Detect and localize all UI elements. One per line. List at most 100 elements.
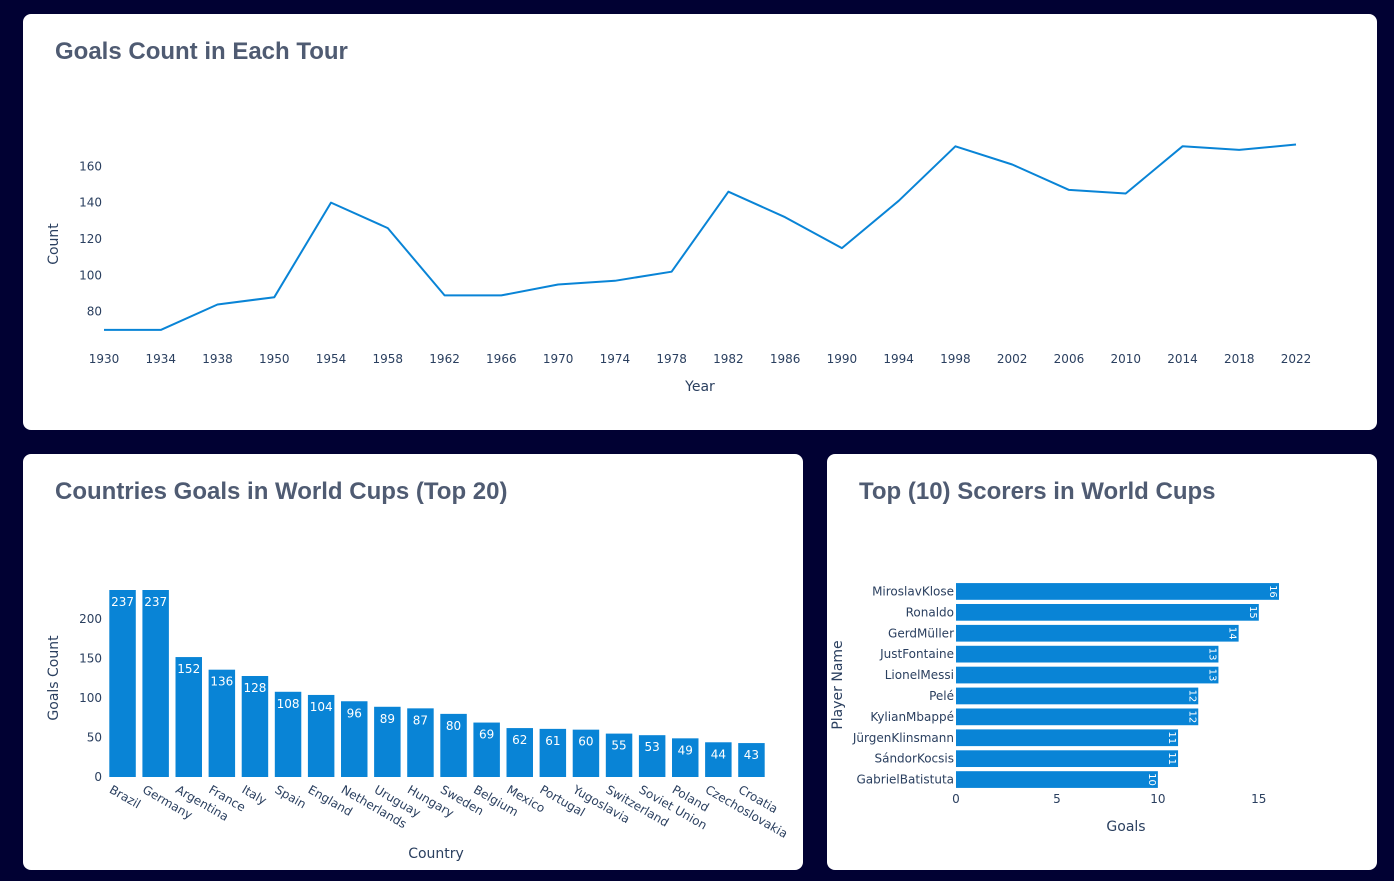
x-tick-label: 1998 [940, 352, 971, 366]
scorer-bar [956, 666, 1219, 684]
y-tick-label: 80 [87, 305, 102, 319]
x-tick-label: 1938 [202, 352, 233, 366]
scorer-bar [956, 750, 1179, 768]
country-bar [440, 713, 467, 777]
scorer-bar [956, 708, 1199, 726]
bar-value-label: 104 [310, 700, 333, 714]
country-bar [407, 708, 434, 777]
x-tick-label: 1970 [543, 352, 574, 366]
bar-value-label: 152 [177, 662, 200, 676]
y-tick-label: 100 [79, 691, 102, 705]
bar-value-label: 13 [1206, 648, 1217, 661]
scorer-bar [956, 687, 1199, 705]
bar-value-label: 237 [144, 595, 167, 609]
scorer-bar [956, 729, 1179, 747]
x-tick-label: Brazil [107, 782, 143, 811]
top-scorers-card: Top (10) Scorers in World Cups 0 5 10 15 Mir… [827, 454, 1377, 870]
country-bar [175, 657, 202, 777]
bar-value-label: 96 [347, 706, 362, 720]
x-tick-label: 15 [1251, 792, 1266, 806]
country-bar [539, 728, 567, 777]
country-bar [672, 738, 699, 777]
x-tick-label: 0 [952, 792, 960, 806]
y-tick-label: 100 [79, 268, 102, 282]
country-bar [473, 722, 500, 777]
bar-value-label: 53 [645, 740, 660, 754]
country-bar [605, 733, 633, 777]
x-tick-label: 2014 [1167, 352, 1198, 366]
x-tick-label: 1950 [259, 352, 290, 366]
x-axis-title: Year [684, 379, 715, 395]
country-bar [341, 701, 368, 777]
country-bar [374, 706, 401, 777]
bar-value-label: 136 [210, 675, 233, 689]
country-bar [307, 694, 335, 777]
goals-per-tour-card: Goals Count in Each Tour 80 100 120 140 160 1… [23, 14, 1377, 430]
x-tick-label: 1966 [486, 352, 517, 366]
x-tick-label: 1958 [373, 352, 404, 366]
y-tick-label: 160 [79, 159, 102, 173]
x-tick-label: 1982 [713, 352, 744, 366]
y-tick-label: 50 [87, 731, 102, 745]
countries-goals-card: Countries Goals in World Cups (Top 20) 0… [23, 454, 803, 870]
y-tick-label: Pelé [929, 689, 954, 703]
bar-value-label: 237 [111, 595, 134, 609]
country-bar [241, 676, 269, 777]
x-tick-label: 1986 [770, 352, 801, 366]
x-tick-label: 2006 [1054, 352, 1085, 366]
y-axis-title: Player Name [830, 640, 846, 729]
countries-goals-title: Countries Goals in World Cups (Top 20) [55, 478, 508, 505]
y-axis-title: Goals Count [46, 635, 62, 721]
bar-value-label: 12 [1186, 710, 1197, 723]
bar-value-label: 108 [277, 697, 300, 711]
scorer-bar [956, 624, 1239, 642]
country-bar [738, 743, 765, 777]
country-bar [208, 669, 236, 777]
x-tick-label: 1962 [429, 352, 460, 366]
x-tick-label: 5 [1053, 792, 1061, 806]
bar-value-label: 80 [446, 719, 461, 733]
countries-goals-chart: 050100150200237Brazil237Germany152Argent… [46, 590, 790, 862]
x-tick-label: 2002 [997, 352, 1028, 366]
y-tick-label: LionelMessi [885, 668, 954, 682]
bar-value-label: 87 [413, 713, 428, 727]
x-tick-label: 10 [1150, 792, 1165, 806]
country-bar [274, 691, 302, 777]
y-tick-label: 120 [79, 232, 102, 246]
y-axis-title: Count [46, 223, 62, 265]
top-scorers-chart: 0 5 10 15 MiroslavKlose 16 Ronaldo 15 GerdMüller… [830, 583, 1279, 835]
y-tick-label: GabrielBatistuta [857, 773, 955, 787]
bar-value-label: 11 [1166, 731, 1177, 744]
x-tick-label: 1954 [316, 352, 347, 366]
top-scorers-title: Top (10) Scorers in World Cups [859, 478, 1216, 505]
country-bar [705, 742, 732, 777]
goals-per-tour-title: Goals Count in Each Tour [55, 38, 348, 65]
x-axis-title: Goals [1106, 819, 1145, 835]
x-tick-label: 1990 [827, 352, 858, 366]
bar-value-label: 14 [1227, 627, 1238, 640]
country-bar [572, 729, 600, 777]
bar-value-label: 44 [711, 747, 726, 761]
bar-value-label: 11 [1166, 752, 1177, 765]
country-bar [142, 590, 169, 777]
x-tick-label: 2010 [1110, 352, 1141, 366]
bar-value-label: 62 [512, 733, 527, 747]
country-bar [506, 728, 533, 777]
bar-value-label: 12 [1186, 690, 1197, 703]
y-tick-label: 150 [79, 652, 102, 666]
bar-value-label: 43 [744, 748, 759, 762]
bar-value-label: 69 [479, 728, 494, 742]
country-bar [109, 590, 136, 777]
bar-value-label: 89 [380, 712, 395, 726]
bar-value-label: 13 [1206, 669, 1217, 682]
x-tick-label: 1930 [89, 352, 120, 366]
x-tick-label: 2018 [1224, 352, 1255, 366]
y-tick-label: 140 [79, 196, 102, 210]
scorer-bar [956, 583, 1279, 600]
bar-value-label: 60 [578, 735, 593, 749]
goals-line-series [104, 143, 1297, 331]
bar-value-label: 15 [1247, 606, 1258, 619]
x-tick-label: 2022 [1281, 352, 1312, 366]
y-tick-label: JürgenKlinsmann [852, 731, 954, 745]
y-tick-label: 200 [79, 612, 102, 626]
